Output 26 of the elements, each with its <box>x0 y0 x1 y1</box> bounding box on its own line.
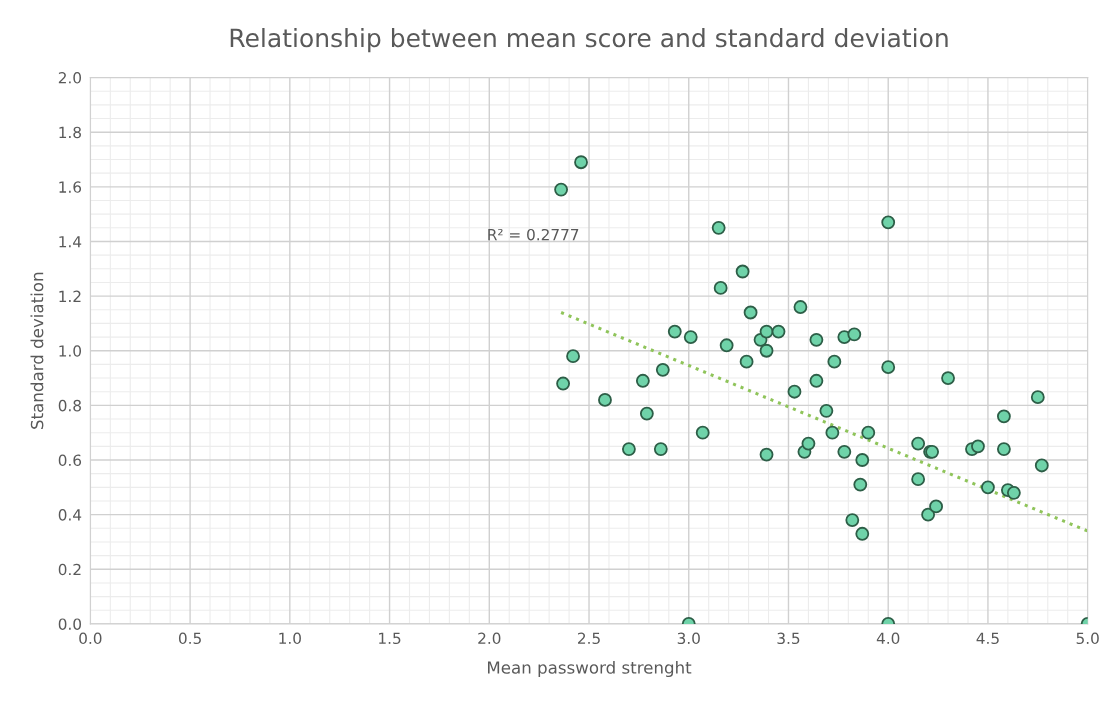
x-tick-label: 5.0 <box>1076 632 1099 645</box>
x-tick-label: 0.0 <box>79 632 102 645</box>
y-tick-label: 0.8 <box>58 399 81 412</box>
x-tick-label: 3.5 <box>777 632 800 645</box>
y-tick-label: 1.2 <box>59 290 81 302</box>
x-tick-label: 2.5 <box>577 632 600 645</box>
x-tick-label: 2.0 <box>478 632 501 645</box>
y-tick-label: 1.6 <box>59 181 82 193</box>
y-axis-title: Standard deviation <box>30 272 44 429</box>
y-tick-label: 1.8 <box>59 126 81 139</box>
annotation: R² = 0.2777 <box>488 228 579 241</box>
x-tick-label: 1.0 <box>279 632 301 645</box>
x-tick-label: 4.0 <box>876 632 900 645</box>
y-tick-label: 0.4 <box>58 509 82 521</box>
chart-title: Relationship between mean score and standard deviation <box>230 28 948 53</box>
x-tick-label: 4.5 <box>976 632 999 645</box>
x-tick-label: 0.5 <box>178 632 201 645</box>
y-tick-label: 0.0 <box>58 618 82 630</box>
y-tick-label: 2.0 <box>58 72 82 84</box>
y-tick-label: 0.2 <box>58 563 81 576</box>
y-tick-label: 1.0 <box>59 345 82 357</box>
y-tick-label: 1.4 <box>59 236 82 248</box>
y-tick-label: 0.6 <box>58 454 82 467</box>
x-axis-title: Mean password strenght <box>487 660 692 678</box>
x-tick-label: 1.5 <box>379 632 401 645</box>
x-tick-label: 3.0 <box>677 632 700 645</box>
